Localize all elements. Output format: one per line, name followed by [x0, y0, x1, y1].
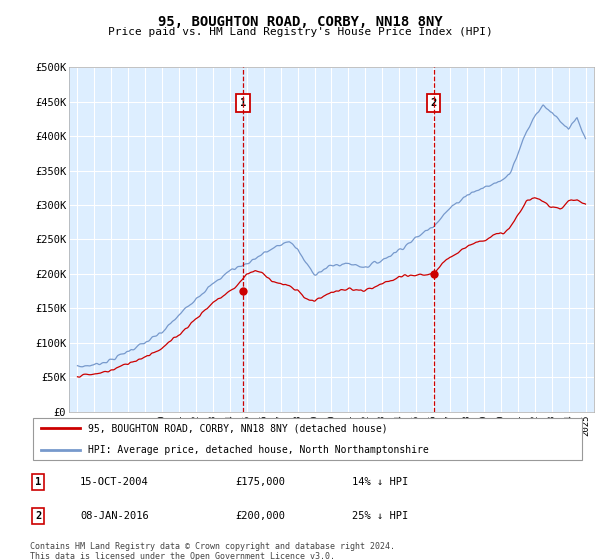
Text: 1: 1 — [35, 477, 41, 487]
Text: £175,000: £175,000 — [235, 477, 286, 487]
Text: 15-OCT-2004: 15-OCT-2004 — [80, 477, 149, 487]
FancyBboxPatch shape — [33, 418, 582, 460]
Text: 08-JAN-2016: 08-JAN-2016 — [80, 511, 149, 521]
Text: HPI: Average price, detached house, North Northamptonshire: HPI: Average price, detached house, Nort… — [88, 445, 429, 455]
Text: 25% ↓ HPI: 25% ↓ HPI — [352, 511, 408, 521]
Text: 95, BOUGHTON ROAD, CORBY, NN18 8NY: 95, BOUGHTON ROAD, CORBY, NN18 8NY — [158, 15, 442, 29]
Text: Contains HM Land Registry data © Crown copyright and database right 2024.
This d: Contains HM Land Registry data © Crown c… — [30, 542, 395, 560]
Text: Price paid vs. HM Land Registry's House Price Index (HPI): Price paid vs. HM Land Registry's House … — [107, 27, 493, 37]
Text: £200,000: £200,000 — [235, 511, 286, 521]
Text: 1: 1 — [240, 98, 247, 108]
Text: 2: 2 — [430, 98, 437, 108]
Text: 95, BOUGHTON ROAD, CORBY, NN18 8NY (detached house): 95, BOUGHTON ROAD, CORBY, NN18 8NY (deta… — [88, 423, 388, 433]
Text: 14% ↓ HPI: 14% ↓ HPI — [352, 477, 408, 487]
Text: 2: 2 — [35, 511, 41, 521]
